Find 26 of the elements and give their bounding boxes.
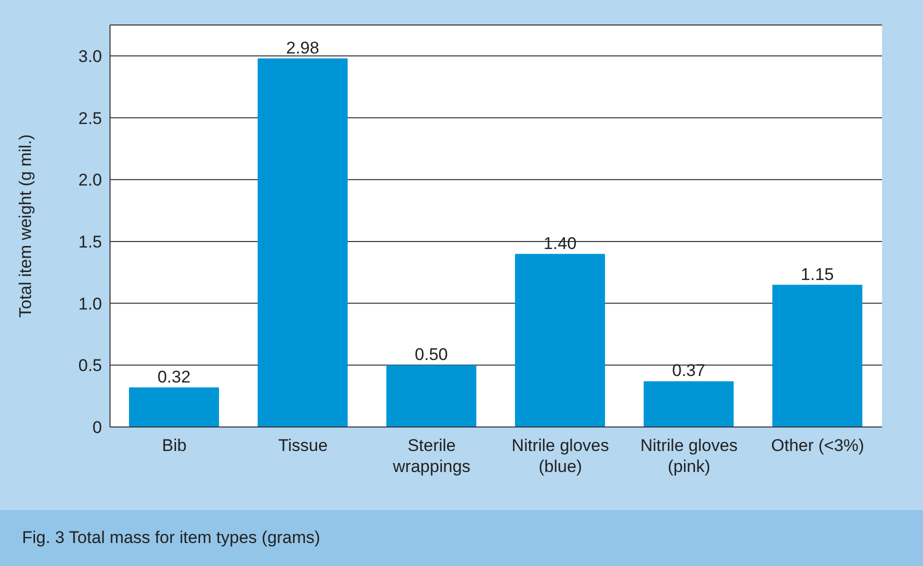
data-label: 2.98	[286, 38, 320, 58]
data-label: 1.15	[800, 264, 834, 284]
y-axis-title: Total item weight (g mil.)	[16, 134, 36, 318]
bar	[386, 365, 476, 427]
y-tick-label: 0	[92, 418, 102, 438]
y-tick-label: 0.5	[78, 356, 102, 376]
x-tick-label: Sterile wrappings	[392, 436, 470, 476]
y-tick-label: 2.0	[78, 170, 102, 190]
y-tick-label: 1.0	[78, 294, 102, 314]
y-tick-label: 2.5	[78, 108, 102, 128]
y-tick-label: 3.0	[78, 46, 102, 66]
x-tick-label: Nitrile gloves (pink)	[640, 436, 738, 476]
bar	[129, 387, 219, 427]
x-tick-label: Nitrile gloves (blue)	[512, 436, 609, 476]
bar	[644, 381, 734, 427]
bar	[258, 58, 348, 427]
y-tick-label: 1.5	[78, 232, 102, 252]
bar	[772, 284, 862, 427]
x-tick-label: Bib	[162, 436, 187, 455]
data-label: 0.32	[157, 367, 191, 386]
data-label: 0.37	[672, 361, 706, 380]
bar	[515, 254, 605, 427]
x-tick-label: Tissue	[278, 436, 328, 455]
data-label: 0.50	[414, 345, 448, 364]
x-tick-label: Other (<3%)	[771, 436, 864, 455]
caption: Fig. 3 Total mass for item types (grams)	[22, 528, 320, 548]
